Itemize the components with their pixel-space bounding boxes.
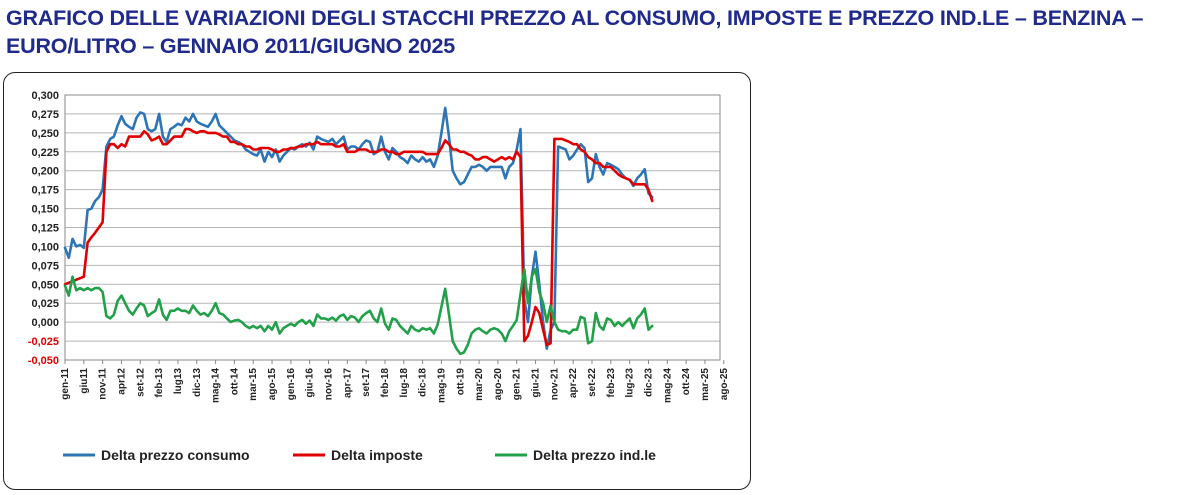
y-tick-label: 0,150 [31,204,59,216]
y-tick-label: 0,300 [31,90,59,102]
x-tick-label: set-17 [361,368,372,397]
x-tick-label: lug13 [173,368,184,395]
x-tick-label: apr-17 [342,368,353,398]
x-tick-label: ott-19 [455,368,466,396]
x-tick-label: giu11 [79,368,90,394]
x-tick-label: nov-21 [549,368,560,401]
x-tick-label: dic-13 [192,368,203,397]
x-tick-label: set-22 [587,368,598,397]
x-tick-label: ago-20 [493,368,504,401]
x-tick-label: apr-22 [568,368,579,398]
x-tick-label: gen-21 [512,368,523,401]
series-line-prezzo-ind [63,267,654,356]
y-tick-label: 0,050 [31,279,59,291]
y-tick-label: 0,250 [31,128,59,140]
x-tick-label: feb-13 [154,368,165,398]
x-tick-label: gen-11 [60,368,71,400]
x-tick-label: lug-23 [625,368,636,398]
y-tick-label: 0,275 [31,109,59,121]
x-tick-label: mar-25 [700,368,711,401]
x-tick-label: ott-24 [681,368,692,396]
x-tick-label: ago-25 [719,368,730,401]
y-tick-label: 0,075 [31,260,59,272]
x-tick-label: set-12 [135,368,146,397]
x-tick-label: giu-16 [305,368,316,398]
y-tick-label: 0,225 [31,147,59,159]
x-tick-label: nov-11 [98,368,109,400]
x-tick-label: apr12 [116,368,127,395]
y-tick-label: 0,100 [31,241,59,253]
y-tick-label: 0,200 [31,166,59,178]
y-tick-label: 0,175 [31,185,59,197]
x-tick-label: feb-23 [606,368,617,398]
y-tick-label: -0,050 [28,355,59,367]
chart-title-line-1: GRAFICO DELLE VARIAZIONI DEGLI STACCHI P… [6,6,1144,30]
x-tick-label: mag-14 [211,368,222,403]
x-tick-label: nov-16 [324,368,335,401]
y-tick-label: 0,125 [31,223,59,235]
chart-title: GRAFICO DELLE VARIAZIONI DEGLI STACCHI P… [6,4,1176,60]
x-tick-label: lug-18 [399,368,410,398]
x-tick-label: mag-19 [436,368,447,403]
x-tick-label: giu-21 [531,368,542,398]
x-tick-label: feb-18 [380,368,391,398]
legend-label: Delta imposte [331,447,423,463]
x-tick-label: mar-20 [474,368,485,401]
y-tick-label: 0,025 [31,298,59,310]
x-tick-label: ott-14 [229,368,240,396]
legend-label: Delta prezzo ind.le [533,447,656,463]
y-tick-label: 0,000 [31,317,59,329]
chart-title-line-2: EURO/LITRO – GENNAIO 2011/GIUGNO 2025 [6,34,456,58]
y-tick-label: -0,025 [28,336,59,348]
plot-area [64,94,721,361]
x-tick-label: mag-24 [662,368,673,403]
x-tick-label: dic-23 [643,368,654,397]
x-tick-label: gen-16 [286,368,297,401]
x-tick-label: ago-15 [267,368,278,401]
x-tick-label: dic-18 [418,368,429,397]
legend-label: Delta prezzo consumo [101,447,250,463]
series-line-imposte [63,127,654,347]
x-tick-label: mar-15 [248,368,259,401]
